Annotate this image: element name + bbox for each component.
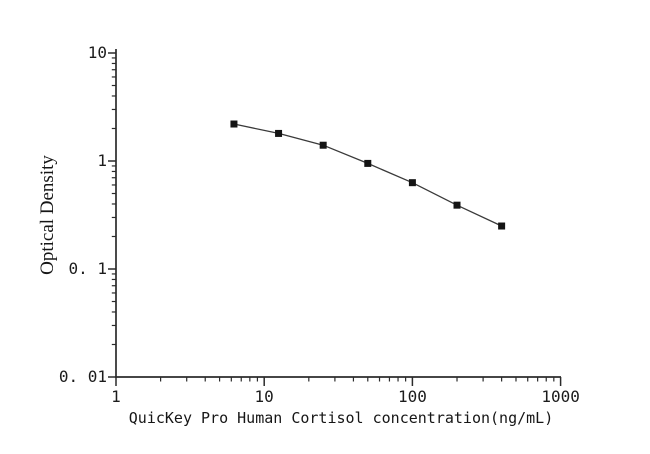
data-point-marker <box>453 201 461 209</box>
y-tick-label: 0. 01 <box>58 367 107 386</box>
x-tick-label: 10 <box>254 387 274 406</box>
data-point-marker <box>498 222 506 230</box>
x-tick-label: 1 <box>111 387 121 406</box>
curve-line <box>233 123 502 227</box>
x-tick-label: 100 <box>397 387 427 406</box>
data-point-marker <box>319 141 327 149</box>
y-tick-label: 0. 1 <box>68 259 107 278</box>
x-tick-label: 1000 <box>541 387 580 406</box>
y-tick-label: 1 <box>97 151 107 170</box>
data-point-marker <box>364 159 372 167</box>
y-axis-title: Optical Density <box>37 155 58 275</box>
data-point-marker <box>408 179 416 187</box>
y-tick-label: 10 <box>87 43 107 62</box>
x-axis-title: QuicKey Pro Human Cortisol concentration… <box>128 409 554 427</box>
data-point-marker <box>275 129 283 137</box>
data-point-marker <box>230 120 238 128</box>
